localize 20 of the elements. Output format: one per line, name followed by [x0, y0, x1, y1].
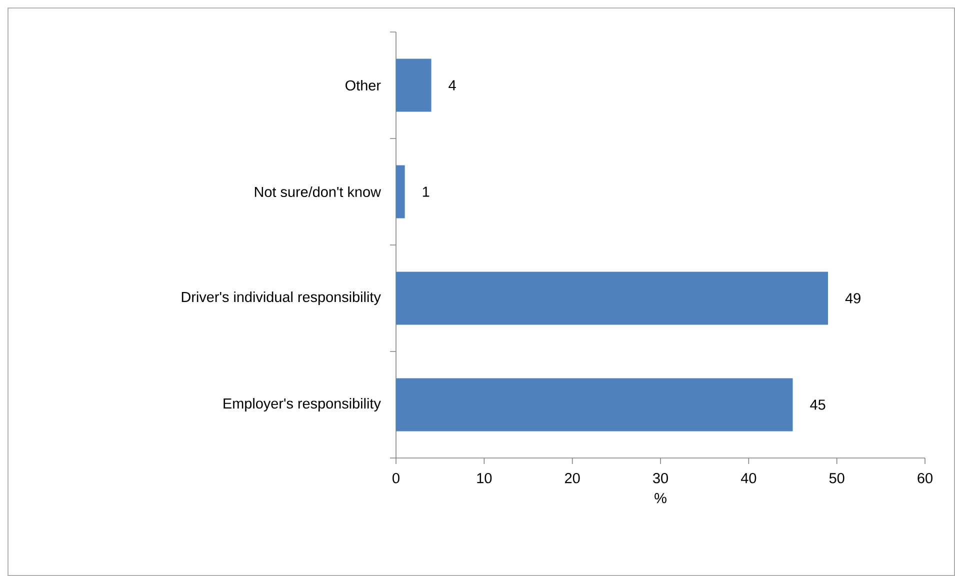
- data-label: 1: [422, 186, 430, 197]
- x-axis-title: %: [654, 493, 666, 504]
- bar: [396, 165, 405, 218]
- x-tick-label: 20: [565, 473, 580, 484]
- x-tick-label: 40: [740, 473, 756, 484]
- x-tick-label: 0: [392, 473, 400, 484]
- bar: [396, 378, 793, 432]
- x-tick-label: 30: [653, 473, 668, 484]
- data-label: 49: [845, 293, 860, 304]
- y-tick-label: Not sure/don't know: [254, 186, 381, 198]
- y-tick-label: Driver's individual responsibility: [182, 292, 381, 305]
- bar: [396, 272, 828, 325]
- y-tick-label: Other: [346, 80, 381, 91]
- y-tick-label: Employer's responsibility: [224, 398, 381, 412]
- x-tick-label: 10: [477, 473, 492, 484]
- x-tick-label: 60: [918, 473, 932, 484]
- bar: [396, 58, 432, 112]
- data-label: 4: [448, 80, 456, 90]
- data-label: 45: [810, 400, 826, 410]
- x-tick-label: 50: [829, 473, 844, 484]
